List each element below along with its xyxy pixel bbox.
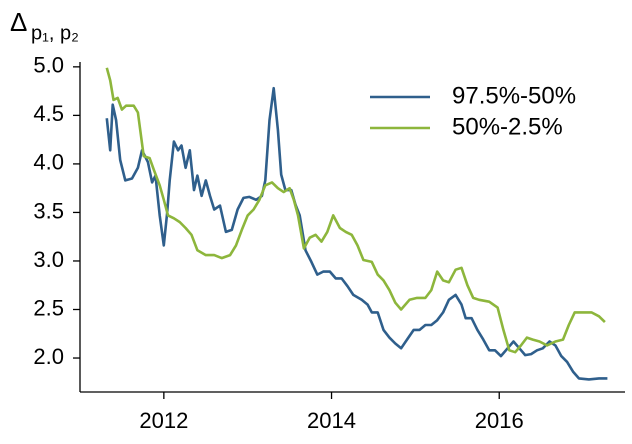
x-tick-label: 2014 <box>307 408 356 433</box>
y-tick-label: 4.0 <box>33 150 64 175</box>
x-tick-label: 2016 <box>475 408 524 433</box>
y-tick-label: 4.5 <box>33 101 64 126</box>
y-tick-label: 3.5 <box>33 198 64 223</box>
x-tick-label: 2012 <box>139 408 188 433</box>
y-tick-label: 3.0 <box>33 247 64 272</box>
y-axis-label: Δ <box>10 7 27 37</box>
line-series <box>105 86 608 381</box>
y-axis-label-subscript: p₁, p₂ <box>31 22 79 44</box>
y-tick-label: 2.5 <box>33 295 64 320</box>
y-tick-label: 5.0 <box>33 53 64 78</box>
line-series <box>105 67 606 354</box>
legend-label: 50%-2.5% <box>452 113 563 140</box>
y-tick-label: 2.0 <box>33 344 64 369</box>
legend-label: 97.5%-50% <box>452 82 576 109</box>
